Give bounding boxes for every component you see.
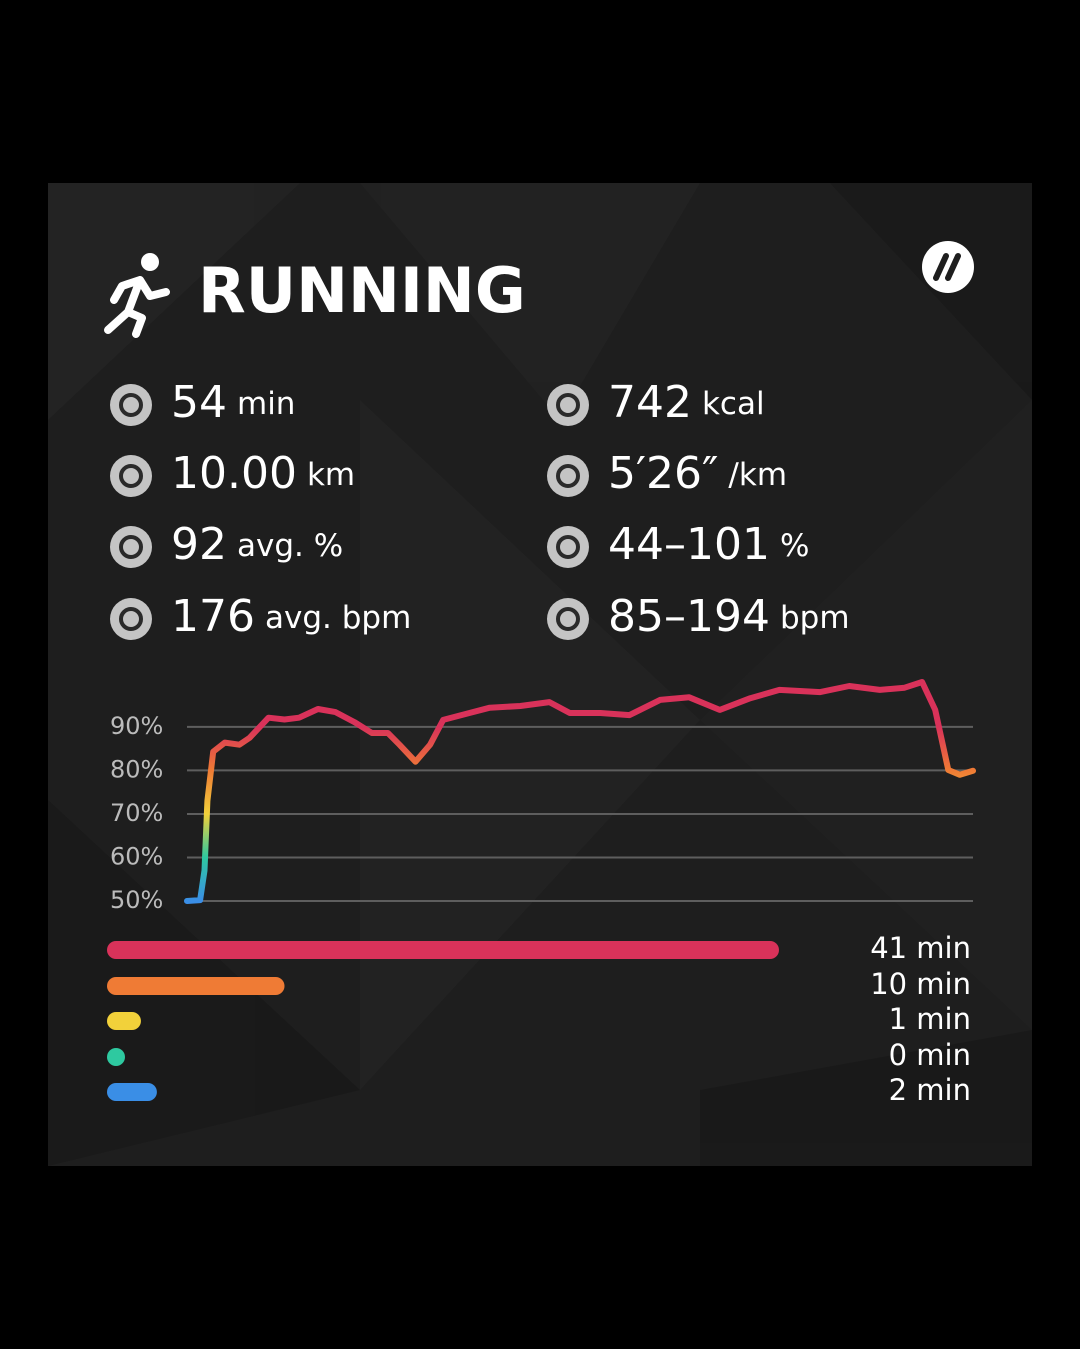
stat: 10.00 km	[171, 448, 355, 499]
stat-unit: avg. bpm	[265, 600, 411, 636]
stat-icon	[547, 384, 589, 426]
stat-unit: %	[780, 528, 809, 564]
stat: 742 kcal	[608, 377, 765, 428]
stat-unit: kcal	[702, 386, 765, 422]
stat-value: 742	[608, 377, 692, 428]
stat-icon-inner	[119, 393, 143, 417]
y-tick-label: 60%	[110, 842, 163, 870]
stat-unit: /km	[728, 457, 787, 493]
zone-label: 41 min	[870, 931, 971, 965]
stat-unit: avg. %	[237, 528, 343, 564]
stat-icon-inner	[119, 607, 143, 631]
stat-value: 85–194	[608, 591, 770, 642]
zone-label: 1 min	[889, 1002, 971, 1036]
stat-icon-inner	[556, 393, 580, 417]
stat-icon	[110, 455, 152, 497]
stat: 5′26″ /km	[608, 448, 787, 499]
stat-icon-inner	[556, 464, 580, 488]
stat-icon-inner	[119, 464, 143, 488]
stat-value: 5′26″	[608, 448, 718, 499]
stat-icon-inner	[556, 535, 580, 559]
y-tick-label: 90%	[110, 712, 163, 740]
stat-icon	[547, 598, 589, 640]
stat-value: 44–101	[608, 519, 770, 570]
zone-label: 2 min	[889, 1073, 971, 1107]
stat-unit: bpm	[780, 600, 850, 636]
stat-value: 10.00	[171, 448, 297, 499]
card-pattern	[48, 183, 1032, 1166]
stat: 85–194 bpm	[608, 591, 850, 642]
stat-unit: min	[237, 386, 295, 422]
y-tick-label: 50%	[110, 886, 163, 914]
stat-unit: km	[307, 457, 355, 493]
stat-icon	[110, 384, 152, 426]
stat-icon	[110, 598, 152, 640]
heart-rate-line	[184, 679, 976, 904]
stat: 44–101%	[608, 519, 809, 570]
zone-label: 10 min	[870, 967, 971, 1001]
stat-value: 176	[171, 591, 255, 642]
zone-label: 0 min	[889, 1038, 971, 1072]
brand-logo	[922, 241, 974, 293]
stat-icon-inner	[556, 607, 580, 631]
stat: 54 min	[171, 377, 295, 428]
stat-value: 54	[171, 377, 227, 428]
stat: 176 avg. bpm	[171, 591, 411, 642]
stat: 92 avg. %	[171, 519, 343, 570]
y-tick-label: 70%	[110, 799, 163, 827]
y-tick-label: 80%	[110, 755, 163, 783]
stat-value: 92	[171, 519, 227, 570]
running-icon	[104, 253, 170, 338]
title: RUNNING	[198, 254, 526, 327]
stat-icon-inner	[119, 535, 143, 559]
stat-icon	[547, 455, 589, 497]
stat-icon	[547, 526, 589, 568]
stat-icon	[110, 526, 152, 568]
